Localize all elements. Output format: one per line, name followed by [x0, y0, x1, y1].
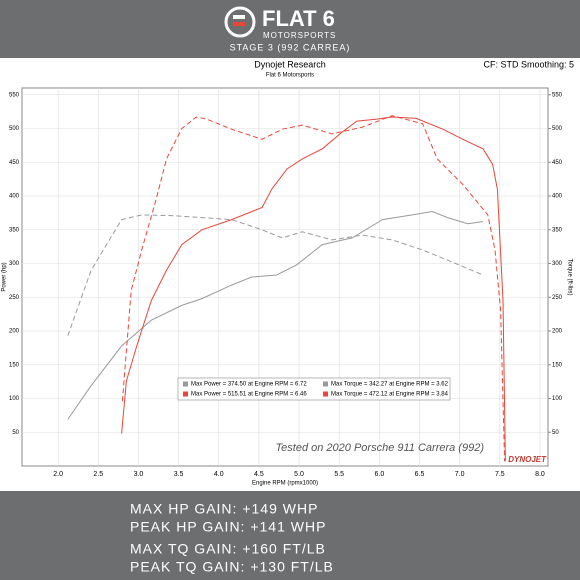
x-tick-label: 3.5 [174, 471, 184, 478]
banner [0, 0, 580, 58]
dynojet-logo: DYNOJET [508, 455, 547, 464]
header-subtitle: Flat 6 Motorsports [266, 73, 314, 79]
x-tick-label: 7.5 [495, 471, 505, 478]
y2-tick-label: 200 [552, 329, 563, 335]
y-tick-label: 250 [9, 295, 20, 301]
y2-tick-label: 300 [552, 261, 563, 267]
brand: FLAT 6 [262, 6, 335, 31]
y-tick-label: 200 [9, 329, 20, 335]
y-tick-label: 350 [9, 227, 20, 233]
y-tick-label: 500 [9, 126, 20, 132]
x-tick-label: 6.5 [415, 471, 425, 478]
y2-tick-label: 50 [552, 430, 559, 436]
series-line [67, 210, 484, 420]
legend-swatch [183, 391, 188, 397]
header-settings: CF: STD Smoothing: 5 [483, 59, 574, 69]
header-title: Dynojet Research [254, 59, 326, 69]
summary-line: PEAK TQ GAIN: +130 FT/LB [130, 559, 334, 575]
x-tick-label: 5.0 [294, 471, 304, 478]
logo-icon [224, 6, 256, 38]
x-tick-label: 3.0 [134, 471, 144, 478]
y-tick-label: 400 [9, 194, 20, 200]
y2-tick-label: 250 [552, 295, 563, 301]
y2-tick-label: 350 [552, 227, 563, 233]
summary-line: PEAK HP GAIN: +141 WHP [130, 519, 326, 535]
brand-sub: MOTORSPORTS [263, 31, 336, 40]
x-tick-label: 2.0 [53, 471, 63, 478]
stage: STAGE 3 (992 CARREA) [230, 42, 351, 52]
x-tick-label: 6.0 [374, 471, 384, 478]
y2-tick-label: 500 [552, 126, 563, 132]
series-line [121, 115, 506, 462]
y-tick-label: 550 [9, 92, 20, 98]
legend-label: Max Torque = 342.27 at Engine RPM = 3.62 [331, 382, 449, 388]
y-tick-label: 100 [9, 396, 20, 402]
legend-label: Max Power = 374.50 at Engine RPM = 6.72 [191, 382, 307, 388]
legend-swatch [183, 381, 188, 387]
legend-label: Max Torque = 472.12 at Engine RPM = 3.84 [331, 392, 449, 398]
x-tick-label: 2.5 [93, 471, 103, 478]
summary-line: MAX TQ GAIN: +160 FT/LB [130, 541, 326, 557]
legend-box [177, 377, 451, 401]
x-axis-label: Engine RPM (rpmx1000) [252, 481, 318, 487]
y2-tick-label: 450 [552, 160, 563, 166]
x-tick-label: 7.0 [455, 471, 465, 478]
y-tick-label: 50 [12, 430, 19, 436]
y-tick-label: 150 [9, 362, 20, 368]
x-tick-label: 8.0 [535, 471, 545, 478]
x-tick-label: 4.5 [254, 471, 264, 478]
summary-panel [0, 491, 580, 580]
y2-tick-label: 400 [552, 194, 563, 200]
annotation: Tested on 2020 Porsche 911 Carrera (992) [275, 442, 484, 454]
plot-area [21, 87, 549, 467]
series-line [121, 116, 506, 462]
y-tick-label: 300 [9, 261, 20, 267]
x-tick-label: 5.5 [334, 471, 344, 478]
legend-swatch [323, 391, 328, 397]
series-line [67, 214, 484, 336]
y2-tick-label: 550 [552, 92, 563, 98]
y2-tick-label: 100 [552, 396, 563, 402]
y-tick-label: 450 [9, 160, 20, 166]
y2-axis-label: Torque (ft-lbs) [566, 258, 572, 295]
legend-swatch [323, 381, 328, 387]
summary-line: MAX HP GAIN: +149 WHP [130, 501, 318, 517]
y2-tick-label: 150 [552, 362, 563, 368]
x-tick-label: 4.0 [214, 471, 224, 478]
legend-label: Max Power = 515.51 at Engine RPM = 6.46 [191, 392, 307, 398]
y-axis-label: Power (hp) [2, 262, 8, 291]
